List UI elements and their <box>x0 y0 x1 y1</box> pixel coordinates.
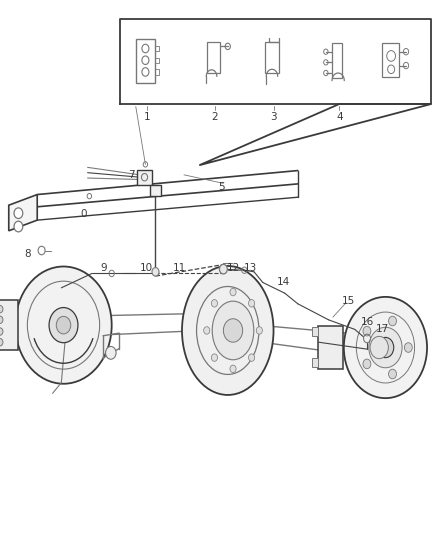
Text: 4: 4 <box>336 112 343 122</box>
Circle shape <box>230 288 236 296</box>
Text: 14: 14 <box>277 278 290 287</box>
Text: 17: 17 <box>376 324 389 334</box>
Text: 10: 10 <box>140 263 153 272</box>
Bar <box>137 169 152 184</box>
Text: 3: 3 <box>270 112 277 122</box>
Circle shape <box>344 297 427 398</box>
Text: 5: 5 <box>218 182 225 191</box>
Bar <box>207 42 220 73</box>
Circle shape <box>106 346 116 359</box>
Text: 11: 11 <box>173 263 186 272</box>
Circle shape <box>404 343 412 352</box>
Bar <box>312 358 318 367</box>
Bar <box>312 327 318 336</box>
Circle shape <box>14 221 23 232</box>
Circle shape <box>389 369 396 379</box>
Circle shape <box>230 365 236 373</box>
Polygon shape <box>9 195 37 231</box>
Bar <box>136 39 155 83</box>
Circle shape <box>49 308 78 343</box>
Circle shape <box>14 208 23 219</box>
Circle shape <box>370 336 389 359</box>
Circle shape <box>363 359 371 369</box>
Bar <box>265 42 279 73</box>
Circle shape <box>15 266 112 384</box>
Circle shape <box>0 328 3 335</box>
Circle shape <box>389 316 396 326</box>
Circle shape <box>0 305 3 313</box>
Bar <box>150 184 161 196</box>
Circle shape <box>248 354 254 361</box>
Circle shape <box>248 300 254 307</box>
Bar <box>0 300 18 351</box>
Text: 7: 7 <box>128 170 135 180</box>
Text: 16: 16 <box>361 318 374 327</box>
Circle shape <box>212 300 218 307</box>
Circle shape <box>212 354 218 361</box>
Bar <box>332 43 342 78</box>
Text: 1: 1 <box>143 112 150 122</box>
Circle shape <box>377 337 394 358</box>
Circle shape <box>369 327 402 368</box>
Circle shape <box>223 319 243 342</box>
Text: 0: 0 <box>80 209 86 219</box>
Text: 8: 8 <box>24 249 31 259</box>
Bar <box>382 43 399 77</box>
Text: 13: 13 <box>244 263 257 272</box>
Bar <box>155 58 159 63</box>
Circle shape <box>204 327 210 334</box>
Text: 2: 2 <box>211 112 218 122</box>
Circle shape <box>152 268 159 276</box>
Bar <box>155 46 159 51</box>
Circle shape <box>0 316 3 324</box>
Ellipse shape <box>212 301 254 360</box>
Ellipse shape <box>182 266 273 395</box>
Text: 15: 15 <box>342 296 355 306</box>
Text: 12: 12 <box>226 263 240 272</box>
Bar <box>155 69 159 75</box>
Circle shape <box>256 327 262 334</box>
Circle shape <box>56 316 71 334</box>
Bar <box>318 326 343 369</box>
Text: 9: 9 <box>100 263 107 272</box>
Circle shape <box>0 338 3 346</box>
Circle shape <box>363 326 371 336</box>
Circle shape <box>219 264 227 274</box>
